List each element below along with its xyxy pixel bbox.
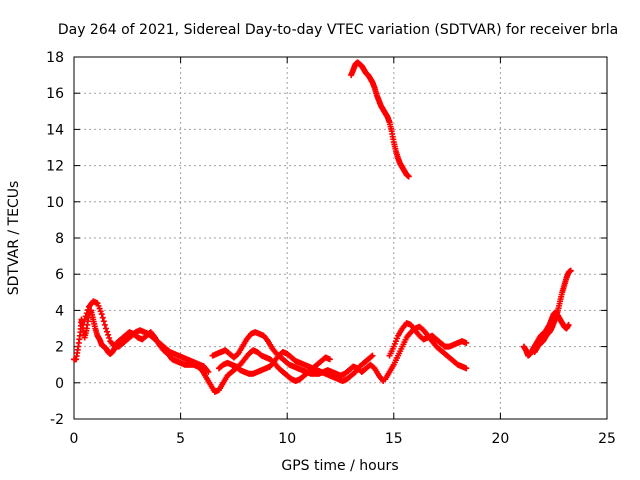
x-axis-label: GPS time / hours <box>281 458 398 474</box>
data-point <box>83 310 90 317</box>
data-point <box>405 173 412 180</box>
x-tick-label: 5 <box>176 431 185 447</box>
data-point <box>369 352 376 359</box>
axis-ticks: 0 5 10 15 20 25 -2 0 2 4 6 8 10 12 14 16 18 <box>46 50 616 447</box>
data-point <box>205 368 212 375</box>
y-tick-label: 16 <box>46 86 64 102</box>
data-point <box>463 365 470 372</box>
data-point <box>326 356 333 363</box>
y-tick-label: 12 <box>46 159 64 175</box>
data-point <box>565 321 572 328</box>
chart-title: Day 264 of 2021, Sidereal Day-to-day VTE… <box>58 22 618 38</box>
series-arc-2 <box>81 298 212 375</box>
data-point <box>100 318 107 325</box>
y-tick-label: 2 <box>55 340 64 356</box>
data-point <box>106 335 113 342</box>
y-tick-label: 0 <box>55 376 64 392</box>
series-arc-6 <box>386 320 470 359</box>
data-point <box>101 321 108 328</box>
y-tick-label: 4 <box>55 303 64 319</box>
data-point <box>98 311 105 318</box>
y-axis-label: SDTVAR / TECUs <box>6 181 22 296</box>
y-tick-label: 18 <box>46 50 64 66</box>
data-point <box>84 306 91 313</box>
y-tick-label: 8 <box>55 231 64 247</box>
x-tick-label: 20 <box>491 431 509 447</box>
data-point <box>368 353 375 360</box>
x-tick-label: 15 <box>385 431 403 447</box>
x-tick-label: 0 <box>70 431 79 447</box>
data-point <box>104 328 111 335</box>
y-tick-label: 10 <box>46 195 64 211</box>
series-arc-9 <box>531 267 574 356</box>
data-point <box>463 339 470 346</box>
x-tick-label: 10 <box>278 431 296 447</box>
series-arc-7 <box>348 59 412 180</box>
series-arc-4 <box>215 349 376 384</box>
y-tick-label: 6 <box>55 267 64 283</box>
data-point <box>102 325 109 332</box>
data-point <box>81 316 88 323</box>
data-point <box>82 313 89 320</box>
data-point <box>99 314 106 321</box>
data-point <box>567 267 574 274</box>
data-point <box>105 331 112 338</box>
x-tick-label: 25 <box>598 431 616 447</box>
data-points <box>71 59 574 395</box>
series-arc-1 <box>71 307 333 395</box>
y-tick-label: 14 <box>46 122 64 138</box>
y-tick-label: -2 <box>50 412 64 428</box>
